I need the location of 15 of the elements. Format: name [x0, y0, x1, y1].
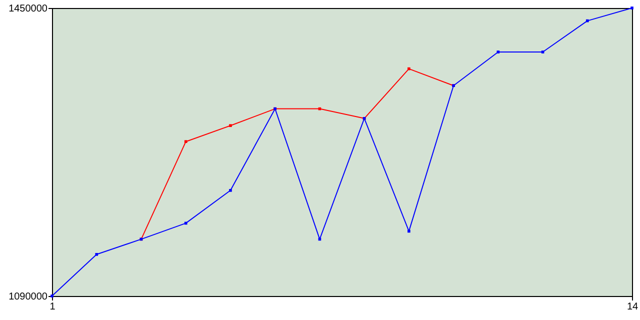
point [95, 252, 98, 256]
point [184, 222, 188, 225]
x-tick-label: 14 [626, 302, 638, 312]
point [50, 294, 54, 298]
point [586, 19, 589, 22]
x-tick-label: 1 [50, 302, 56, 312]
point [630, 6, 634, 10]
y-tick-label: 1090000 [8, 292, 48, 302]
point [184, 140, 188, 144]
point [541, 50, 544, 54]
line-series [50, 6, 634, 298]
y-tick-label: 1450000 [8, 4, 48, 14]
point [408, 67, 410, 70]
point [496, 50, 500, 54]
point [408, 230, 410, 233]
